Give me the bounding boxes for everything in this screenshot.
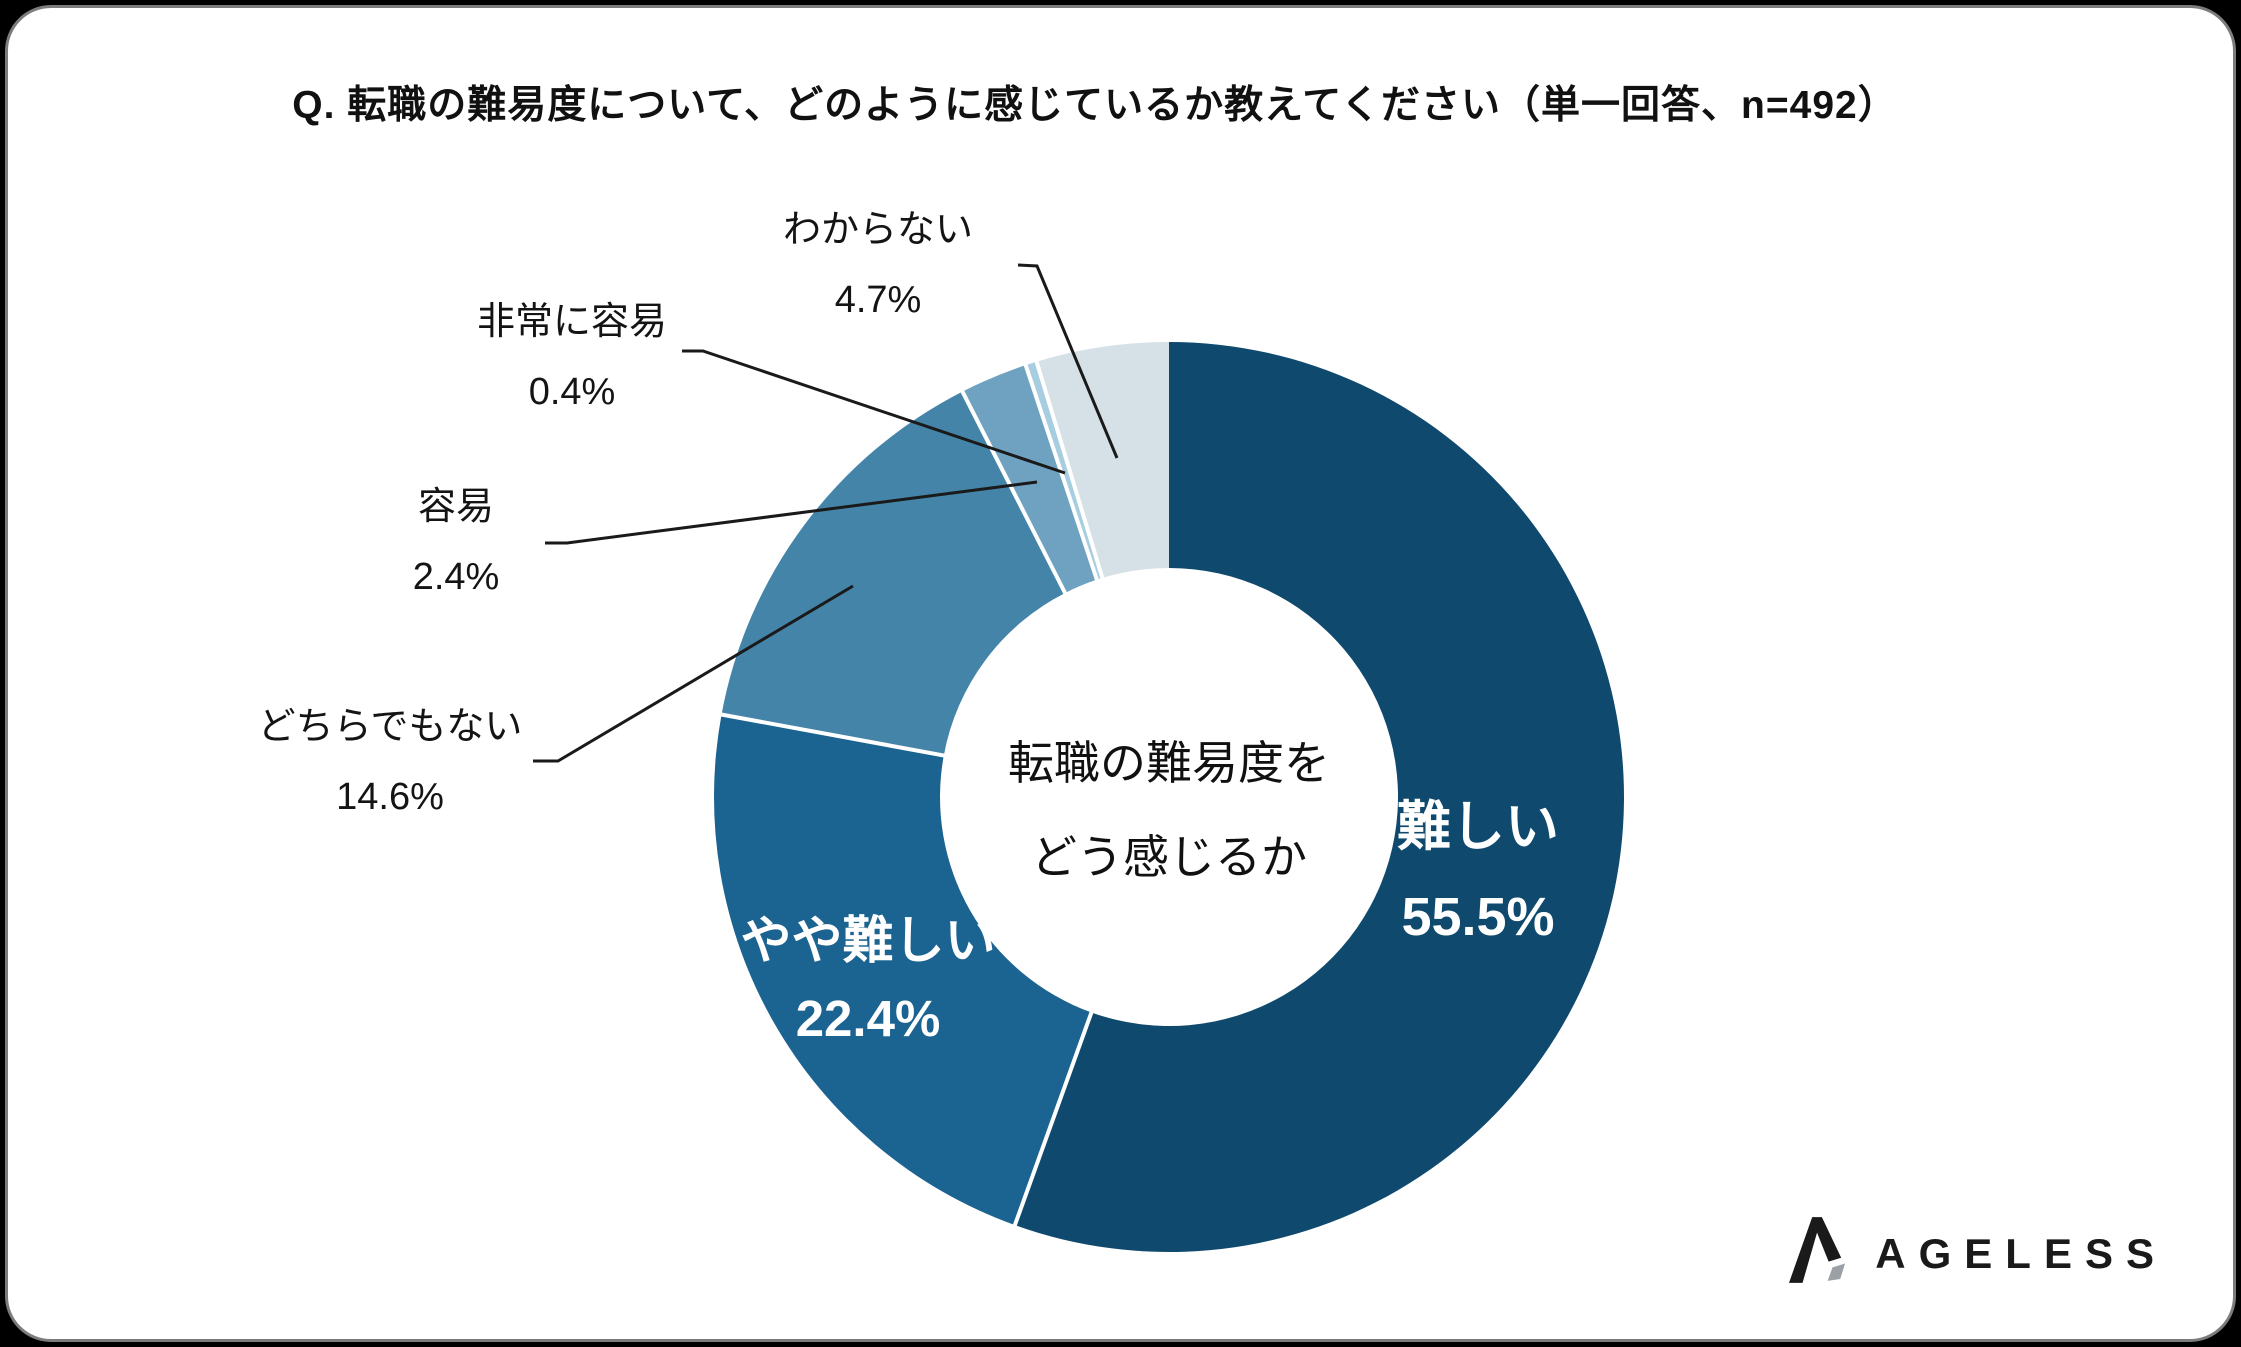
donut-center-line1: 転職の難易度を [1008,737,1330,789]
segment-label-difficult: 難しい 55.5% [1268,782,1688,962]
segment-name: 容易 [417,486,494,528]
donut-segment-2 [721,391,1066,756]
donut-segment-3 [962,365,1097,593]
leader-line [533,584,854,763]
segment-percent: 2.4% [412,556,500,598]
segment-percent: 4.7% [834,279,922,321]
segment-label-unknown: わからない 4.7% [678,195,1078,335]
donut-segment-4 [1025,361,1103,580]
donut-center-line2: どう感じるか [1031,831,1307,883]
segment-name: やや難しい [740,912,996,969]
ageless-logo-text: AGELESS [1875,1230,2167,1277]
segment-name: どちらでもない [257,706,523,748]
leader-line [545,480,1038,545]
chart-question-title: Q. 転職の難易度について、どのように感じているか教えてください（単一回答、n=… [292,84,1898,127]
segment-name: わからない [782,209,973,251]
segment-label-neither: どちらでもない 14.6% [190,692,590,832]
segment-percent: 14.6% [336,776,444,818]
ageless-logo-mark-icon [1789,1217,1846,1283]
survey-chart-card: Q. 転職の難易度について、どのように感じているか教えてください（単一回答、n=… [5,5,2236,1342]
segment-percent: 22.4% [795,990,941,1047]
segment-label-very-easy: 非常に容易 0.4% [372,287,772,427]
leader-line [682,349,1066,475]
ageless-logo: AGELESS [1789,1217,2167,1283]
segment-label-easy: 容易 2.4% [256,472,656,612]
segment-separator [1034,360,1105,580]
donut-segment-1 [713,714,1092,1226]
segment-separator [720,712,946,758]
segment-percent: 0.4% [528,371,616,413]
segment-name: 難しい [1397,797,1559,857]
segment-percent: 55.5% [1401,887,1555,947]
donut-chart [533,263,1625,1252]
donut-segment-0 [1014,342,1625,1252]
donut-center-label: 転職の難易度を どう感じるか [869,716,1469,904]
segment-separator [1012,1010,1094,1227]
leader-line [1017,263,1119,459]
chart-stage: Q. 転職の難易度について、どのように感じているか教えてください（単一回答、n=… [8,8,2233,1339]
segment-label-somewhat-difficult: やや難しい 22.4% [658,902,1078,1058]
donut-segment-5 [1036,342,1169,578]
segment-separator [960,389,1068,595]
segment-name: 非常に容易 [476,301,667,343]
